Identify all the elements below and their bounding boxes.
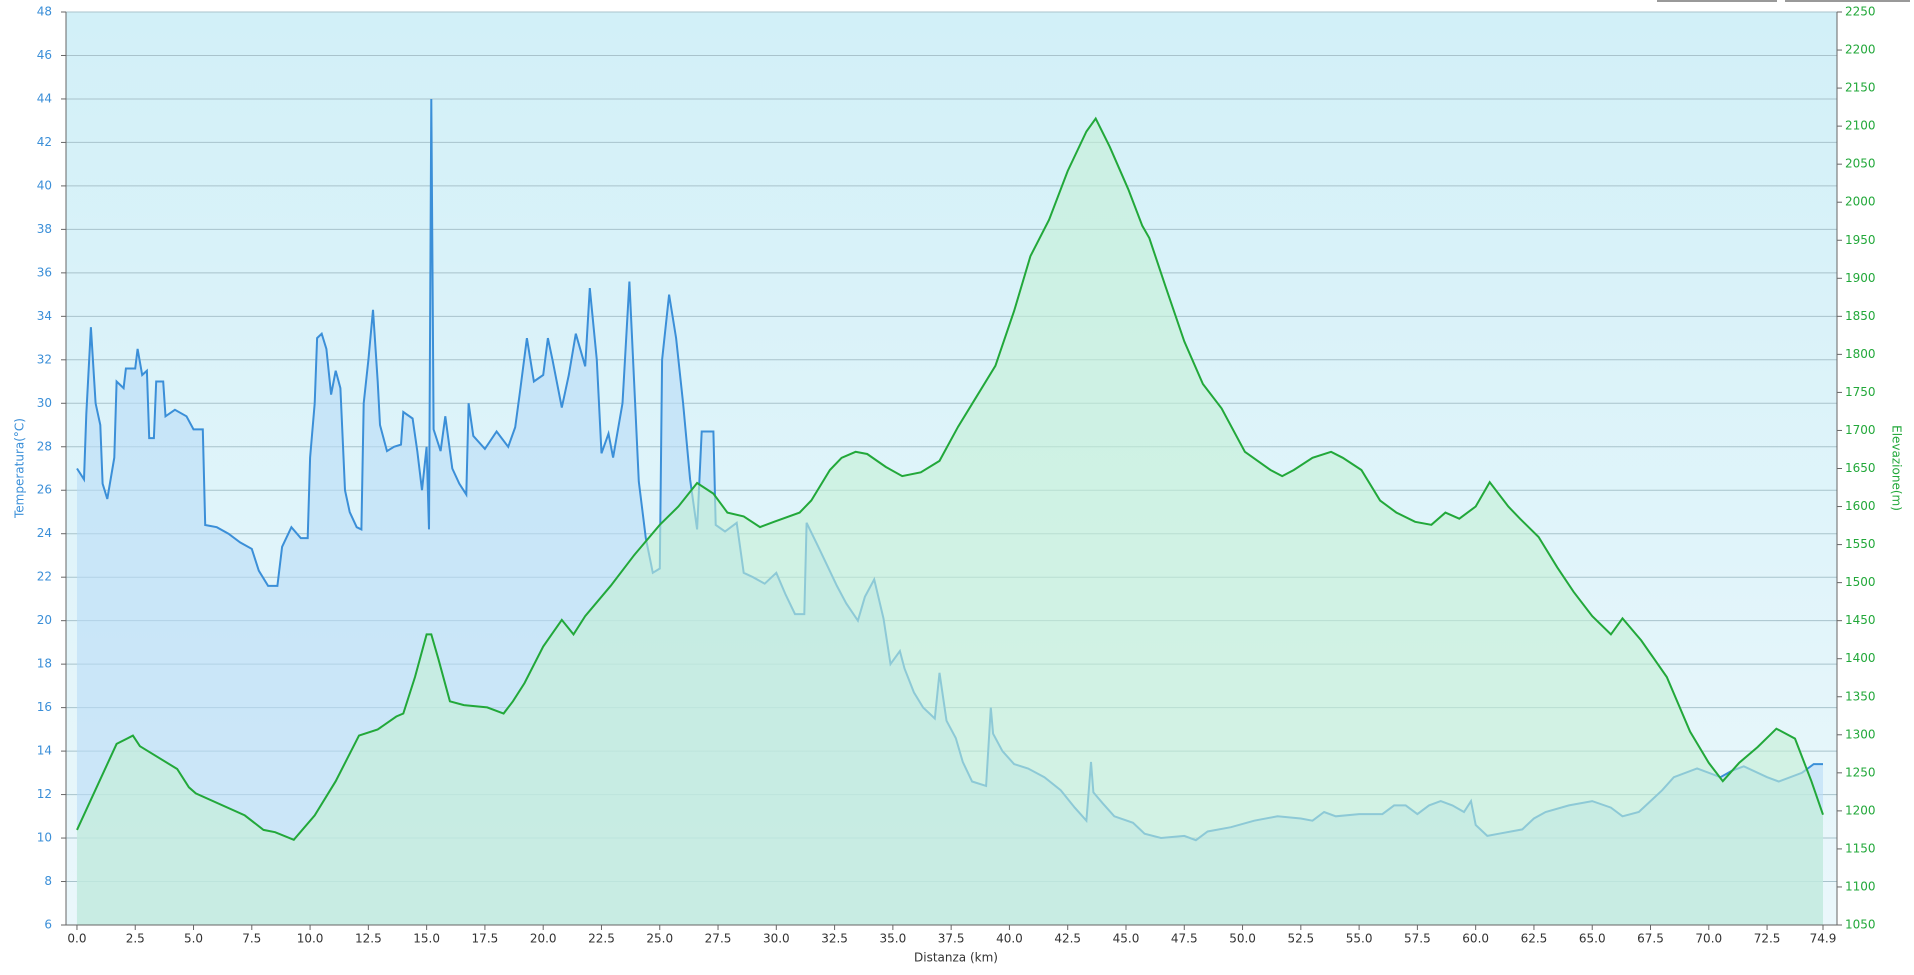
y-tick-label: 32 xyxy=(37,352,52,366)
y-tick-label: 30 xyxy=(37,396,52,410)
x-tick-label: 2.5 xyxy=(126,932,145,946)
x-tick-label: 45.0 xyxy=(1113,932,1140,946)
y2-tick-label: 1400 xyxy=(1845,651,1876,665)
x-tick-label: 20.0 xyxy=(530,932,557,946)
y2-tick-label: 1200 xyxy=(1845,803,1876,817)
y-tick-label: 42 xyxy=(37,135,52,149)
y-tick-label: 26 xyxy=(37,483,52,497)
y2-tick-label: 1450 xyxy=(1845,613,1876,627)
y-tick-label: 46 xyxy=(37,48,52,62)
y2-tick-label: 1700 xyxy=(1845,423,1876,437)
x-tick-label: 7.5 xyxy=(242,932,261,946)
x-tick-label: 0.0 xyxy=(67,932,86,946)
y-tick-label: 6 xyxy=(44,918,52,932)
x-tick-label: 57.5 xyxy=(1404,932,1431,946)
y-tick-label: 40 xyxy=(37,178,52,192)
x-axis-title: Distanza (km) xyxy=(914,951,998,965)
x-tick-label: 67.5 xyxy=(1637,932,1664,946)
x-tick-label: 5.0 xyxy=(184,932,203,946)
y-tick-label: 34 xyxy=(37,309,52,323)
y2-tick-label: 1950 xyxy=(1845,233,1876,247)
y2-tick-label: 2050 xyxy=(1845,157,1876,171)
y2-tick-label: 2200 xyxy=(1845,43,1876,57)
y2-tick-label: 1050 xyxy=(1845,918,1876,932)
y2-tick-label: 1550 xyxy=(1845,537,1876,551)
x-tick-label: 55.0 xyxy=(1346,932,1373,946)
y2-tick-label: 1300 xyxy=(1845,727,1876,741)
y2-tick-label: 1150 xyxy=(1845,841,1876,855)
y-tick-label: 20 xyxy=(37,613,52,627)
x-tick-label: 50.0 xyxy=(1229,932,1256,946)
area xyxy=(76,118,1824,925)
x-tick-label: 65.0 xyxy=(1579,932,1606,946)
x-tick-label: 74.9 xyxy=(1810,932,1837,946)
y2-tick-label: 1800 xyxy=(1845,347,1876,361)
x-tick-label: 17.5 xyxy=(472,932,499,946)
y2-tick-label: 1250 xyxy=(1845,765,1876,779)
x-tick-label: 27.5 xyxy=(705,932,732,946)
y-tick-label: 24 xyxy=(37,526,52,540)
x-tick-label: 60.0 xyxy=(1462,932,1489,946)
y-tick-label: 14 xyxy=(37,744,52,758)
y2-axis-title: Elevazione(m) xyxy=(1890,425,1904,511)
line xyxy=(76,116,1824,841)
y-tick-label: 8 xyxy=(44,874,52,888)
x-tick-label: 40.0 xyxy=(996,932,1023,946)
x-tick-label: 15.0 xyxy=(413,932,440,946)
x-tick-label: 35.0 xyxy=(880,932,907,946)
x-tick-label: 32.5 xyxy=(821,932,848,946)
y-tick-label: 48 xyxy=(37,5,52,19)
x-tick-label: 72.5 xyxy=(1754,932,1781,946)
y-tick-label: 36 xyxy=(37,265,52,279)
y2-tick-label: 1850 xyxy=(1845,309,1876,323)
y2-tick-label: 2250 xyxy=(1845,5,1876,19)
x-tick-label: 52.5 xyxy=(1287,932,1314,946)
x-tick-label: 10.0 xyxy=(297,932,324,946)
y2-tick-label: 2000 xyxy=(1845,195,1876,209)
y-tick-label: 22 xyxy=(37,570,52,584)
x-tick-label: 37.5 xyxy=(938,932,965,946)
y-tick-label: 18 xyxy=(37,657,52,671)
y2-tick-label: 2100 xyxy=(1845,119,1876,133)
toolbar-button[interactable] xyxy=(1785,0,1910,2)
y2-tick-label: 1350 xyxy=(1845,689,1876,703)
y-tick-label: 10 xyxy=(37,831,52,845)
y-tick-label: 12 xyxy=(37,787,52,801)
y-tick-label: 16 xyxy=(37,700,52,714)
x-tick-label: 62.5 xyxy=(1521,932,1548,946)
y2-tick-label: 1900 xyxy=(1845,271,1876,285)
x-tick-label: 70.0 xyxy=(1695,932,1722,946)
x-tick-label: 30.0 xyxy=(763,932,790,946)
toolbar-button[interactable] xyxy=(1657,0,1777,2)
x-tick-label: 12.5 xyxy=(355,932,382,946)
y-tick-label: 44 xyxy=(37,91,52,105)
x-tick-label: 25.0 xyxy=(646,932,673,946)
y-tick-label: 38 xyxy=(37,222,52,236)
y-tick-label: 28 xyxy=(37,439,52,453)
x-tick-label: 47.5 xyxy=(1171,932,1198,946)
y-axis-title: Temperatura(°C) xyxy=(13,418,27,519)
y2-tick-label: 2150 xyxy=(1845,81,1876,95)
y2-tick-label: 1500 xyxy=(1845,575,1876,589)
x-tick-label: 42.5 xyxy=(1054,932,1081,946)
x-tick-label: 22.5 xyxy=(588,932,615,946)
y2-tick-label: 1100 xyxy=(1845,879,1876,893)
y2-tick-label: 1600 xyxy=(1845,499,1876,513)
y2-tick-label: 1650 xyxy=(1845,461,1876,475)
y2-tick-label: 1750 xyxy=(1845,385,1876,399)
